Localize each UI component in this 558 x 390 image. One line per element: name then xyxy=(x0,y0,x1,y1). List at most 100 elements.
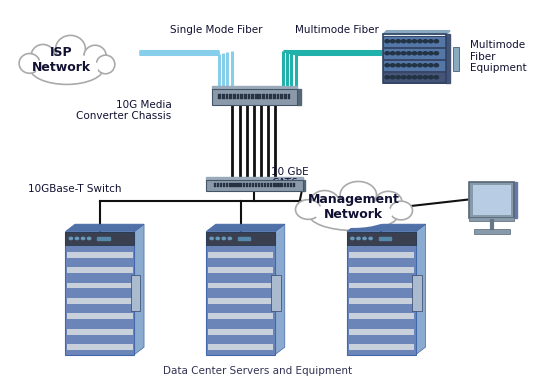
FancyBboxPatch shape xyxy=(67,252,133,258)
Circle shape xyxy=(385,52,389,55)
FancyBboxPatch shape xyxy=(211,89,297,105)
FancyBboxPatch shape xyxy=(267,183,269,187)
Ellipse shape xyxy=(310,191,339,214)
FancyBboxPatch shape xyxy=(383,36,446,46)
FancyBboxPatch shape xyxy=(229,94,232,99)
Text: Multimode Fiber: Multimode Fiber xyxy=(295,25,379,35)
FancyBboxPatch shape xyxy=(249,183,251,187)
Circle shape xyxy=(407,40,411,43)
Circle shape xyxy=(228,237,232,239)
Text: 10GBase-T Switch: 10GBase-T Switch xyxy=(28,184,122,194)
FancyBboxPatch shape xyxy=(223,183,225,187)
Circle shape xyxy=(401,52,406,55)
FancyBboxPatch shape xyxy=(276,183,278,187)
FancyBboxPatch shape xyxy=(67,298,133,304)
FancyBboxPatch shape xyxy=(278,183,281,187)
FancyBboxPatch shape xyxy=(65,232,134,355)
FancyBboxPatch shape xyxy=(208,314,273,319)
FancyBboxPatch shape xyxy=(252,183,254,187)
Circle shape xyxy=(210,237,213,239)
Circle shape xyxy=(429,52,433,55)
Ellipse shape xyxy=(56,35,85,62)
FancyBboxPatch shape xyxy=(67,275,133,281)
FancyBboxPatch shape xyxy=(67,283,133,289)
FancyBboxPatch shape xyxy=(208,329,273,335)
Polygon shape xyxy=(206,177,303,180)
FancyBboxPatch shape xyxy=(208,275,273,281)
FancyBboxPatch shape xyxy=(349,306,414,312)
FancyBboxPatch shape xyxy=(208,306,273,312)
FancyBboxPatch shape xyxy=(67,306,133,312)
FancyBboxPatch shape xyxy=(280,94,283,99)
Polygon shape xyxy=(416,224,426,355)
Polygon shape xyxy=(303,180,305,191)
Polygon shape xyxy=(65,224,144,232)
Circle shape xyxy=(81,237,85,239)
FancyBboxPatch shape xyxy=(261,183,263,187)
Circle shape xyxy=(407,52,411,55)
Circle shape xyxy=(434,76,439,79)
Circle shape xyxy=(391,76,395,79)
FancyBboxPatch shape xyxy=(284,94,287,99)
Circle shape xyxy=(434,64,439,67)
FancyBboxPatch shape xyxy=(293,183,295,187)
Circle shape xyxy=(396,40,400,43)
Circle shape xyxy=(391,40,395,43)
Circle shape xyxy=(412,76,417,79)
FancyBboxPatch shape xyxy=(208,260,273,265)
FancyBboxPatch shape xyxy=(217,183,219,187)
Polygon shape xyxy=(206,224,285,232)
FancyBboxPatch shape xyxy=(67,321,133,327)
FancyBboxPatch shape xyxy=(258,94,261,99)
Polygon shape xyxy=(446,34,450,83)
FancyBboxPatch shape xyxy=(349,337,414,342)
Circle shape xyxy=(396,52,400,55)
FancyBboxPatch shape xyxy=(349,298,414,304)
Circle shape xyxy=(423,52,427,55)
FancyBboxPatch shape xyxy=(453,46,459,71)
Bar xyxy=(379,237,391,240)
FancyBboxPatch shape xyxy=(222,94,225,99)
Circle shape xyxy=(429,40,433,43)
FancyBboxPatch shape xyxy=(219,94,221,99)
FancyBboxPatch shape xyxy=(383,48,446,58)
Circle shape xyxy=(363,237,366,239)
Circle shape xyxy=(369,237,372,239)
Polygon shape xyxy=(297,89,301,105)
Bar xyxy=(98,237,109,240)
FancyBboxPatch shape xyxy=(262,94,265,99)
Ellipse shape xyxy=(389,201,412,220)
Circle shape xyxy=(401,76,406,79)
Text: 10G Media
Converter Chassis: 10G Media Converter Chassis xyxy=(76,99,172,121)
Ellipse shape xyxy=(35,53,98,82)
FancyBboxPatch shape xyxy=(67,329,133,335)
FancyBboxPatch shape xyxy=(349,252,414,258)
FancyBboxPatch shape xyxy=(240,183,242,187)
FancyBboxPatch shape xyxy=(271,275,281,312)
Circle shape xyxy=(407,76,411,79)
FancyBboxPatch shape xyxy=(226,94,228,99)
Circle shape xyxy=(391,52,395,55)
FancyBboxPatch shape xyxy=(281,183,283,187)
Ellipse shape xyxy=(308,197,400,230)
FancyBboxPatch shape xyxy=(264,183,266,187)
Circle shape xyxy=(418,76,422,79)
Circle shape xyxy=(412,52,417,55)
Circle shape xyxy=(423,40,427,43)
FancyBboxPatch shape xyxy=(208,337,273,342)
FancyBboxPatch shape xyxy=(67,260,133,265)
FancyBboxPatch shape xyxy=(383,60,446,71)
FancyBboxPatch shape xyxy=(347,232,416,355)
FancyBboxPatch shape xyxy=(229,183,230,187)
FancyBboxPatch shape xyxy=(67,267,133,273)
FancyBboxPatch shape xyxy=(67,244,133,250)
Circle shape xyxy=(412,40,417,43)
FancyBboxPatch shape xyxy=(131,275,141,312)
Bar xyxy=(238,237,251,240)
FancyBboxPatch shape xyxy=(237,183,239,187)
FancyBboxPatch shape xyxy=(469,181,514,218)
Ellipse shape xyxy=(375,191,402,213)
FancyBboxPatch shape xyxy=(349,260,414,265)
FancyBboxPatch shape xyxy=(214,183,216,187)
FancyBboxPatch shape xyxy=(469,217,514,221)
